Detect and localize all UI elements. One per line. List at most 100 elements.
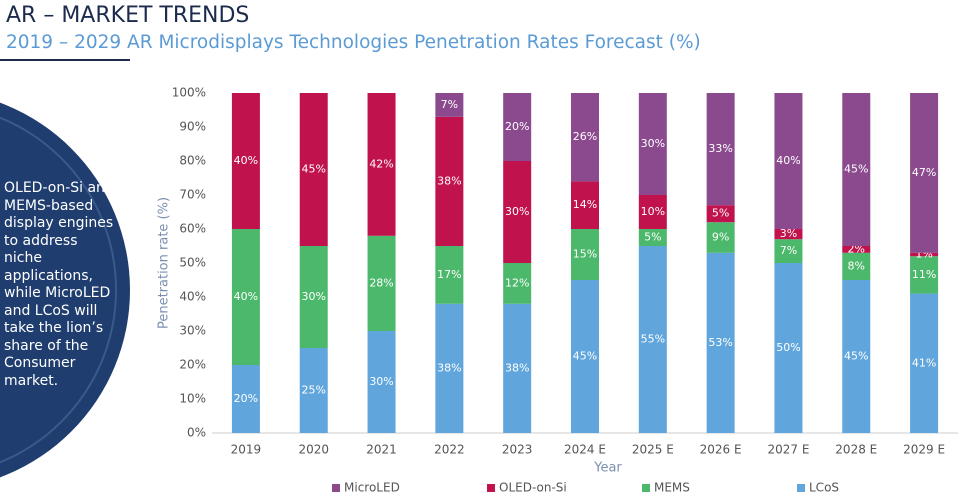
data-label: 8%	[848, 259, 865, 272]
data-label: 33%	[708, 142, 732, 155]
bar-segment	[571, 181, 599, 229]
bar-segment	[706, 222, 735, 253]
data-label: 38%	[437, 361, 461, 374]
data-label: 41%	[912, 356, 936, 369]
data-label: 40%	[234, 290, 258, 303]
bar-segment	[571, 280, 599, 433]
subtitle: 2019 – 2029 AR Microdisplays Technologie…	[6, 32, 701, 53]
data-label: 28%	[369, 276, 393, 289]
y-tick-label: 50%	[179, 256, 206, 270]
data-label: 12%	[505, 276, 529, 289]
x-tick-label: 2026 E	[700, 443, 742, 457]
bar-segment	[231, 93, 260, 229]
data-label: 40%	[234, 154, 258, 167]
legend-label: OLED-on-Si	[499, 481, 567, 495]
bar-segment	[503, 161, 532, 263]
data-label: 30%	[505, 205, 529, 218]
x-tick-label: 2028 E	[835, 443, 877, 457]
bar-segment	[435, 246, 464, 304]
bar-segment	[435, 93, 464, 117]
bar-segment	[910, 252, 939, 257]
decor-ring	[0, 116, 117, 464]
x-tick-label: 2019	[231, 443, 262, 457]
bar-segment	[910, 256, 939, 294]
data-label: 40%	[776, 154, 800, 167]
bar-segment	[910, 93, 939, 253]
data-label: 26%	[573, 130, 597, 143]
bar-segment	[910, 293, 939, 433]
data-label: 45%	[573, 350, 597, 363]
bar-segment	[367, 331, 396, 433]
bar-segment	[774, 263, 803, 433]
data-label: 38%	[437, 174, 461, 187]
y-axis-label: Penetration rate (%)	[157, 197, 172, 329]
legend-swatch	[797, 484, 805, 492]
y-tick-label: 30%	[179, 324, 206, 338]
data-label: 7%	[441, 98, 458, 111]
data-label: 3%	[780, 227, 797, 240]
data-label: 50%	[776, 341, 800, 354]
data-label: 55%	[641, 333, 665, 346]
legend-swatch	[487, 484, 495, 492]
bar-segment	[571, 229, 599, 280]
bar-segment	[842, 280, 871, 433]
x-tick-label: 2027 E	[767, 443, 809, 457]
sidebar-text: OLED-on-Si and MEMS-based display engine…	[4, 180, 114, 389]
data-label: 10%	[641, 205, 665, 218]
y-tick-label: 10%	[179, 392, 206, 406]
bar-segment	[842, 246, 871, 253]
y-tick-label: 20%	[179, 358, 206, 372]
x-tick-label: 2020	[298, 443, 329, 457]
bar-segment	[774, 229, 803, 240]
bar-segment	[571, 93, 599, 182]
data-label: 30%	[302, 290, 326, 303]
data-label: 47%	[912, 166, 936, 179]
data-label: 42%	[369, 157, 393, 170]
data-label: 20%	[505, 120, 529, 133]
bar-segment	[774, 93, 803, 229]
x-tick-label: 2023	[502, 443, 533, 457]
y-tick-label: 90%	[179, 120, 206, 134]
data-label: 45%	[844, 350, 868, 363]
data-label: 45%	[844, 163, 868, 176]
y-tick-label: 100%	[172, 86, 206, 100]
data-label: 38%	[505, 361, 529, 374]
data-label: 5%	[712, 207, 729, 220]
decor-circle	[0, 102, 130, 478]
bar-segment	[842, 252, 871, 280]
bar-segment	[638, 229, 667, 246]
bar-segment	[299, 348, 328, 433]
legend-label: LCoS	[809, 481, 839, 495]
legend-label: MicroLED	[344, 481, 400, 495]
x-tick-label: 2029 E	[903, 443, 945, 457]
data-label: 9%	[712, 231, 729, 244]
data-label: 30%	[641, 137, 665, 150]
bar-segment	[774, 239, 803, 263]
bar-segment	[367, 93, 396, 236]
legend-swatch	[642, 484, 650, 492]
bar-segment	[638, 246, 667, 433]
y-tick-label: 80%	[179, 154, 206, 168]
bar-segment	[706, 93, 735, 206]
bar-segment	[435, 303, 464, 433]
data-label: 25%	[302, 384, 326, 397]
bar-segment	[231, 229, 260, 365]
bar-segment	[706, 252, 735, 433]
bar-segment	[706, 205, 735, 223]
bar-segment	[503, 303, 532, 433]
y-tick-label: 0%	[187, 426, 206, 440]
data-label: 30%	[369, 375, 393, 388]
data-label: 14%	[573, 198, 597, 211]
x-tick-label: 2021	[366, 443, 397, 457]
bar-segment	[638, 195, 667, 229]
legend-label: MEMS	[654, 481, 690, 495]
bar-segment	[367, 235, 396, 331]
bar-segment	[842, 93, 871, 246]
bar-segment	[638, 93, 667, 195]
data-label: 45%	[302, 163, 326, 176]
data-label: 20%	[234, 392, 258, 405]
data-label: 15%	[573, 248, 597, 261]
bar-segment	[299, 93, 328, 246]
y-tick-label: 60%	[179, 222, 206, 236]
